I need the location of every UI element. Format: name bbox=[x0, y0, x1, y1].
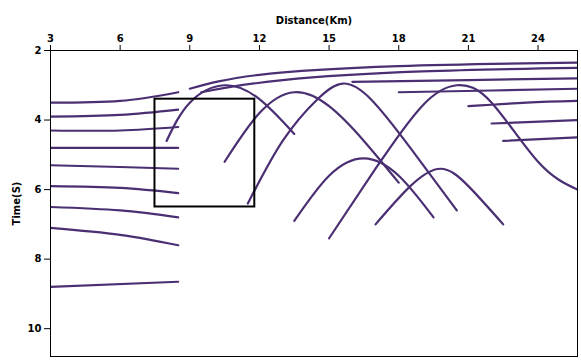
svg-text:15: 15 bbox=[322, 33, 336, 44]
svg-text:8: 8 bbox=[35, 253, 42, 264]
svg-text:10: 10 bbox=[28, 323, 42, 334]
svg-text:6: 6 bbox=[35, 184, 42, 195]
svg-text:6: 6 bbox=[117, 33, 124, 44]
svg-text:9: 9 bbox=[186, 33, 193, 44]
svg-text:21: 21 bbox=[461, 33, 475, 44]
svg-text:24: 24 bbox=[531, 33, 545, 44]
svg-text:3: 3 bbox=[47, 33, 54, 44]
svg-text:4: 4 bbox=[35, 114, 42, 125]
svg-text:2: 2 bbox=[35, 45, 42, 56]
svg-text:Distance(Km): Distance(Km) bbox=[276, 15, 352, 26]
svg-text:18: 18 bbox=[392, 33, 406, 44]
svg-text:Time(S): Time(S) bbox=[11, 182, 22, 226]
svg-text:12: 12 bbox=[252, 33, 266, 44]
